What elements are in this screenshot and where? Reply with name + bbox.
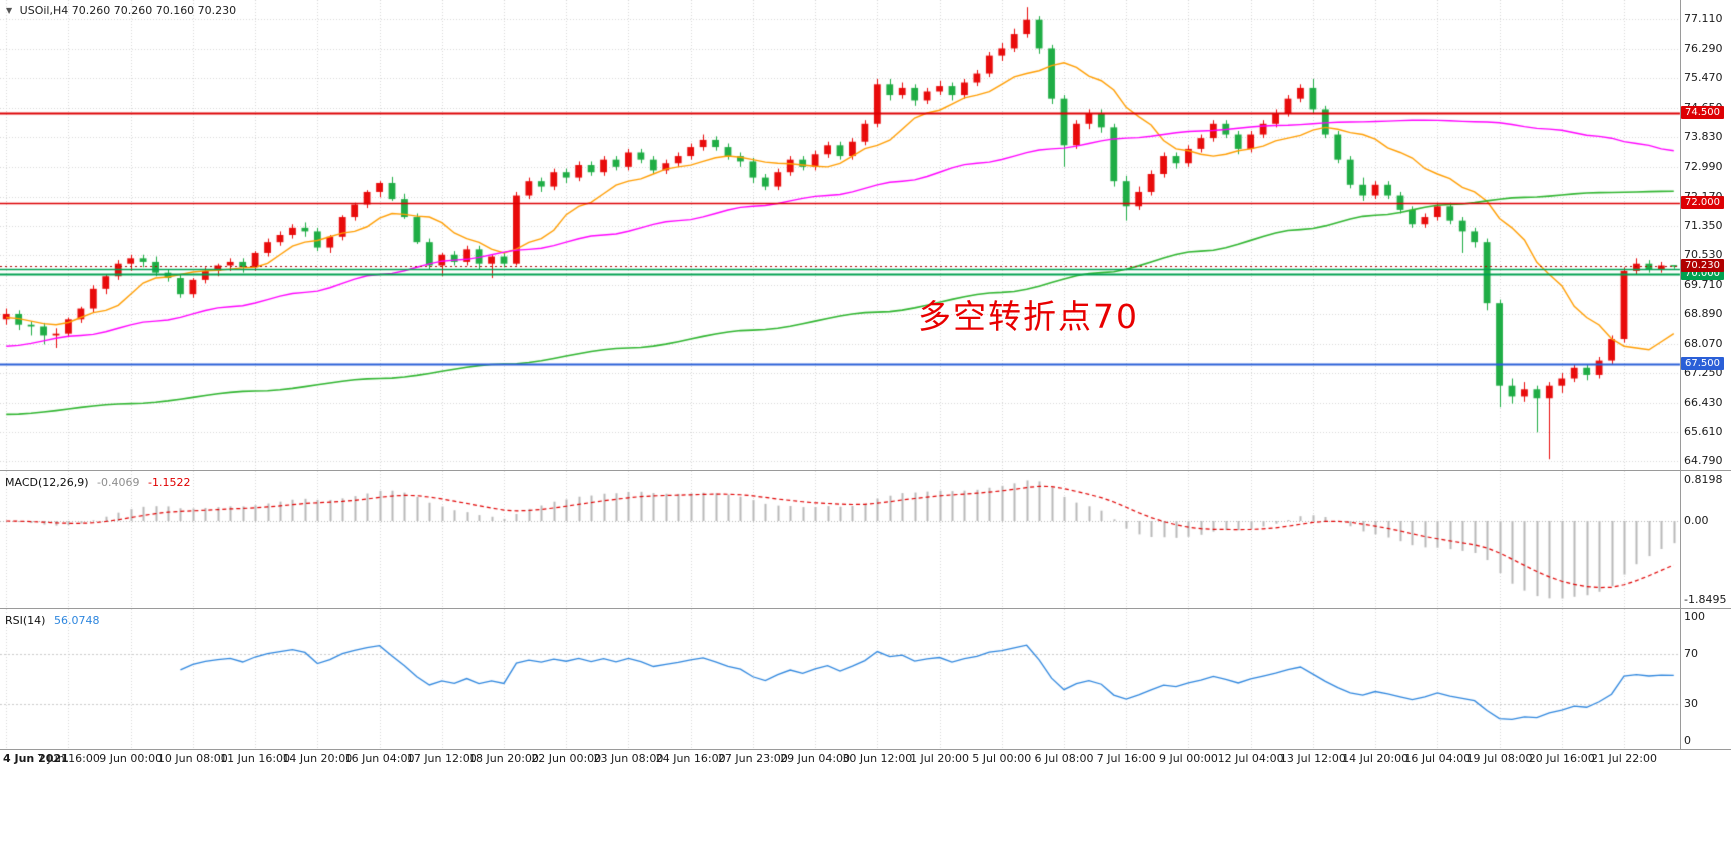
time-axis-label: 4 Jun 2021 — [3, 752, 69, 765]
rsi-axis-label: 0 — [1684, 734, 1691, 747]
chart-annotation-text: 多空转折点70 — [918, 297, 1139, 336]
time-axis-label: 22 Jun 00:00 — [531, 752, 602, 765]
macd-main-value: -0.4069 — [97, 476, 140, 489]
price-axis-border — [1680, 0, 1681, 750]
price-axis-label: 76.290 — [1684, 41, 1723, 55]
panel-divider — [0, 608, 1731, 609]
hline-price-box: 72.000 — [1681, 195, 1724, 209]
price-axis-label: 77.110 — [1684, 12, 1723, 26]
time-axis-label: 1 Jul 20:00 — [910, 752, 970, 765]
macd-name: MACD(12,26,9) — [5, 476, 89, 489]
price-axis-label: 66.430 — [1684, 395, 1723, 409]
price-axis-label: 68.890 — [1684, 307, 1723, 321]
price-axis-label: 68.070 — [1684, 336, 1723, 350]
rsi-axis-label: 100 — [1684, 610, 1705, 623]
time-axis-label: 14 Jun 20:00 — [282, 752, 353, 765]
rsi-indicator-label: RSI(14) 56.0748 — [5, 614, 104, 627]
rsi-indicator-canvas[interactable] — [0, 609, 1731, 749]
time-axis-label: 16 Jun 04:00 — [344, 752, 415, 765]
time-axis-label: 17 Jun 12:00 — [406, 752, 477, 765]
price-axis-label: 70.530 — [1684, 248, 1723, 262]
time-axis-label: 21 Jul 22:00 — [1591, 752, 1657, 765]
price-axis-label: 64.790 — [1684, 454, 1723, 468]
price-axis-label: 72.990 — [1684, 160, 1723, 174]
time-axis-label: 27 Jun 23:00 — [717, 752, 788, 765]
price-axis-label: 71.350 — [1684, 219, 1723, 233]
time-axis-label: 11 Jun 16:00 — [220, 752, 291, 765]
rsi-axis-label: 70 — [1684, 647, 1698, 661]
time-axis-label: 9 Jul 00:00 — [1158, 752, 1218, 765]
rsi-name: RSI(14) — [5, 614, 46, 627]
time-axis-label: 16 Jul 04:00 — [1404, 752, 1471, 765]
time-axis-label: 10 Jun 08:00 — [157, 752, 228, 765]
time-axis-label: 14 Jul 20:00 — [1342, 752, 1409, 765]
price-axis-label: 73.830 — [1684, 130, 1723, 144]
symbol-ohlc-text: USOil,H4 70.260 70.260 70.160 70.230 — [19, 4, 237, 17]
time-axis-label: 24 Jun 16:00 — [655, 752, 726, 765]
time-axis-label: 20 Jul 16:00 — [1528, 752, 1595, 765]
price-axis-label: 69.710 — [1684, 277, 1723, 291]
time-axis-label: 7 Jun 16:00 — [36, 752, 100, 765]
hline-price-box: 74.500 — [1681, 106, 1724, 119]
rsi-axis-label: 30 — [1684, 696, 1698, 710]
time-axis-label: 12 Jul 04:00 — [1217, 752, 1284, 765]
current-price-box: 70.230 — [1681, 259, 1724, 273]
time-axis-label: 18 Jun 20:00 — [469, 752, 539, 765]
macd-signal-value: -1.1522 — [148, 476, 191, 489]
time-axis-label: 6 Jul 08:00 — [1034, 752, 1094, 765]
macd-indicator-canvas[interactable] — [0, 471, 1731, 608]
hline-price-box: 67.500 — [1681, 357, 1724, 371]
time-axis-label: 19 Jul 08:00 — [1466, 752, 1533, 765]
macd-indicator-label: MACD(12,26,9) -0.4069 -1.1522 — [5, 476, 195, 489]
time-axis-label: 13 Jul 12:00 — [1279, 752, 1346, 765]
main-price-chart-canvas[interactable] — [0, 0, 1731, 470]
time-axis-label: 5 Jul 00:00 — [972, 752, 1032, 765]
time-axis-label: 23 Jun 08:00 — [593, 752, 664, 765]
macd-axis-label: 0.00 — [1684, 514, 1709, 527]
time-axis-label: 9 Jun 00:00 — [99, 752, 163, 765]
time-axis-label: 30 Jun 12:00 — [842, 752, 913, 765]
panel-divider — [0, 749, 1731, 750]
time-axis-label: 29 Jun 04:00 — [780, 752, 851, 765]
price-axis-label: 75.470 — [1684, 71, 1723, 85]
chart-shift-icon: ▼ — [6, 6, 13, 15]
symbol-header: ▼ USOil,H4 70.260 70.260 70.160 70.230 — [6, 4, 236, 17]
price-axis-label: 65.610 — [1684, 424, 1723, 438]
macd-axis-label: -1.8495 — [1684, 593, 1727, 606]
macd-axis-label: 0.8198 — [1684, 473, 1723, 486]
time-axis-label: 7 Jul 16:00 — [1096, 752, 1156, 765]
panel-divider — [0, 470, 1731, 471]
rsi-value: 56.0748 — [53, 614, 100, 627]
